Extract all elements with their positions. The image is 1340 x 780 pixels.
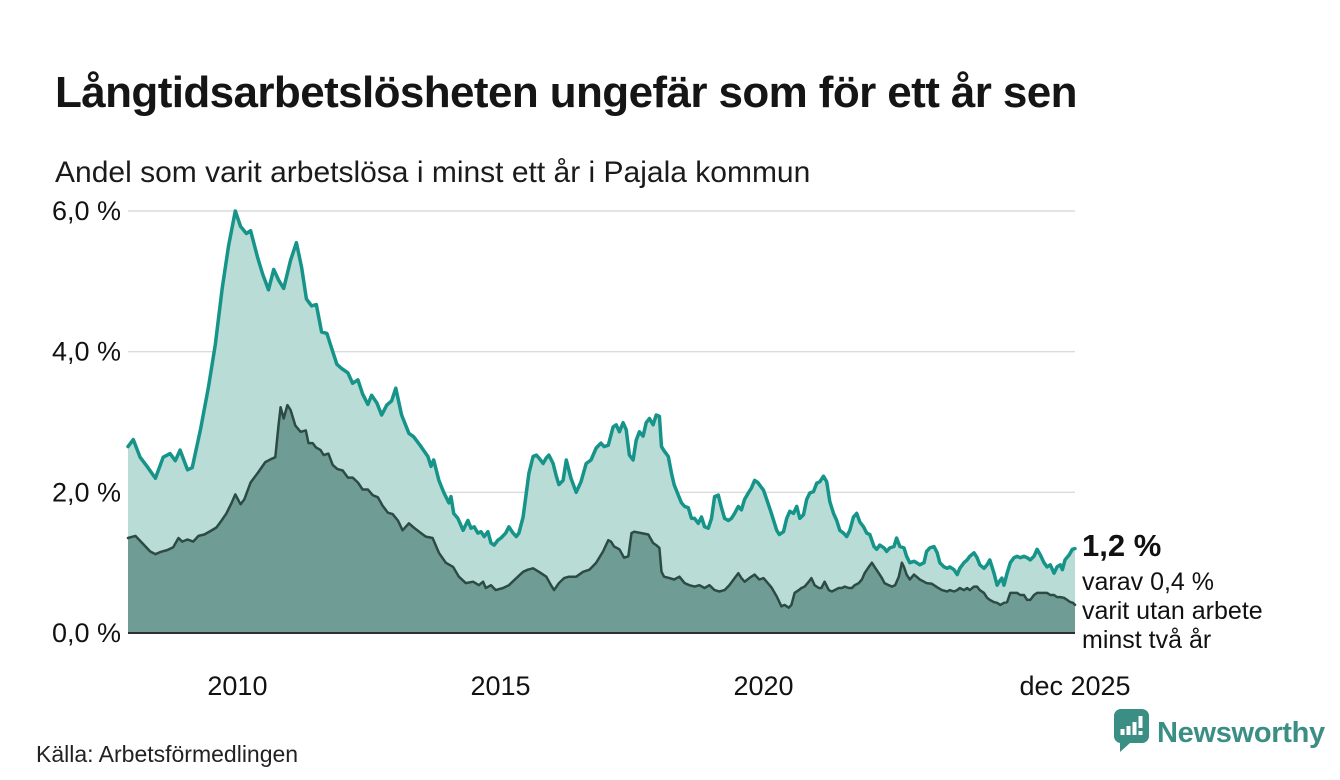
newsworthy-logo-text: Newsworthy bbox=[1157, 716, 1325, 749]
newsworthy-logo-icon bbox=[1113, 708, 1150, 758]
end-value-detail-line-1: varav 0,4 % bbox=[1082, 568, 1215, 596]
y-tick-label: 0,0 % bbox=[52, 618, 121, 648]
source-note: Källa: Arbetsförmedlingen bbox=[36, 741, 299, 767]
y-tick-label: 6,0 % bbox=[52, 196, 121, 226]
y-tick-label: 4,0 % bbox=[52, 337, 121, 367]
x-tick-label: 2015 bbox=[470, 671, 530, 701]
newsworthy-logo: Newsworthy bbox=[1113, 708, 1325, 758]
x-tick-label: 2010 bbox=[207, 671, 267, 701]
series-line-two-years bbox=[126, 403, 1077, 609]
series-line-one-year bbox=[126, 209, 1077, 587]
x-tick-label: 2020 bbox=[734, 671, 794, 701]
end-value-detail-line-3: minst två år bbox=[1082, 626, 1212, 654]
y-tick-label: 2,0 % bbox=[52, 477, 121, 507]
end-value-detail-line-2: varit utan arbete bbox=[1082, 597, 1263, 625]
page-title: Långtidsarbetslösheten ungefär som för e… bbox=[55, 68, 1078, 118]
end-value-total: 1,2 % bbox=[1082, 528, 1162, 563]
chart-subtitle: Andel som varit arbetslösa i minst ett å… bbox=[55, 156, 811, 189]
series-area-two-years bbox=[128, 405, 1075, 633]
end-value-annotation: 1,2 % varav 0,4 % varit utan arbete mins… bbox=[1082, 530, 1332, 655]
x-tick-label: dec 2025 bbox=[1019, 671, 1130, 701]
